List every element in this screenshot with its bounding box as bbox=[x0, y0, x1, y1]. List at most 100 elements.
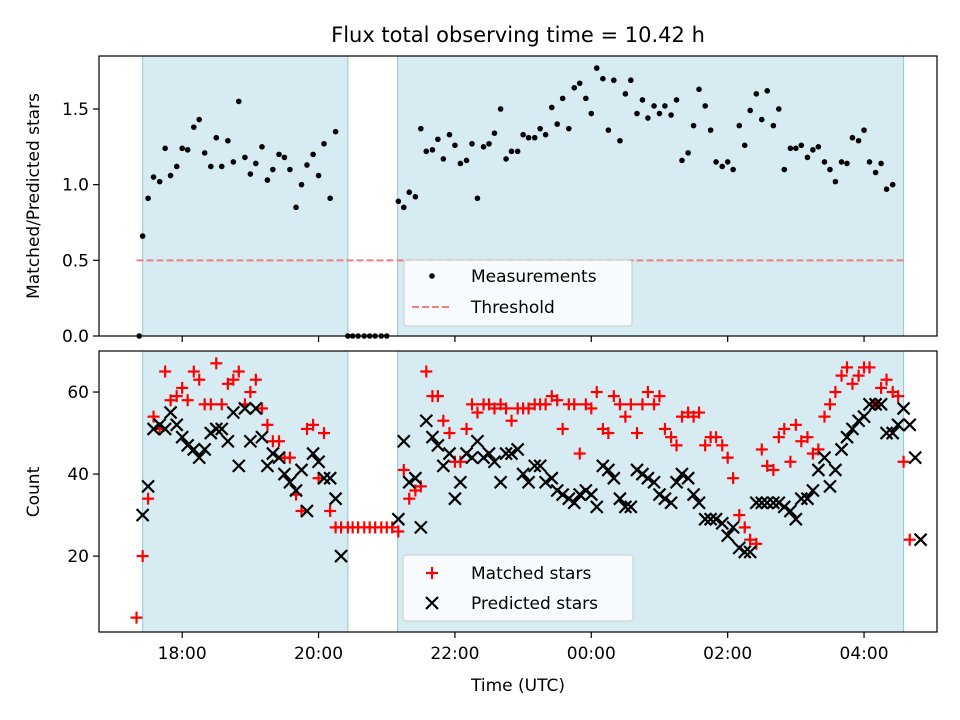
predicted-stars-point bbox=[482, 446, 496, 461]
matched-stars-point bbox=[318, 427, 331, 440]
measurement-point bbox=[889, 181, 896, 188]
y-tick-label: 0.5 bbox=[62, 251, 89, 271]
measurement-point bbox=[213, 134, 220, 141]
matched-stars-point bbox=[607, 390, 620, 403]
measurement-point bbox=[645, 115, 651, 121]
predicted-stars-point bbox=[521, 475, 536, 490]
predicted-stars-point bbox=[238, 401, 252, 416]
measurement-point bbox=[861, 127, 867, 133]
measurement-point bbox=[559, 95, 566, 102]
predicted-stars-point bbox=[686, 487, 701, 502]
predicted-stars-point bbox=[817, 450, 832, 465]
matched-stars-point bbox=[437, 414, 450, 427]
legend-measurements-label: Measurements bbox=[471, 267, 597, 287]
predicted-stars-point bbox=[187, 442, 201, 457]
measurement-point bbox=[208, 163, 214, 170]
predicted-stars-point bbox=[862, 397, 877, 412]
measurement-point bbox=[651, 103, 657, 109]
measurement-point bbox=[736, 122, 743, 129]
chart-title: Flux total observing time = 10.42 h bbox=[331, 23, 705, 47]
measurement-point bbox=[145, 195, 151, 202]
measurement-point bbox=[162, 145, 168, 152]
measurement-point bbox=[685, 150, 691, 156]
measurement-point bbox=[247, 171, 254, 177]
matched-stars-point bbox=[789, 418, 802, 431]
measurement-point bbox=[491, 130, 498, 136]
measurement-point bbox=[531, 134, 538, 141]
matched-stars-point bbox=[307, 418, 320, 431]
predicted-stars-point bbox=[300, 504, 314, 518]
predicted-stars-point bbox=[317, 471, 331, 485]
matched-stars-point bbox=[397, 463, 410, 476]
measurement-point bbox=[242, 154, 248, 161]
matched-stars-point bbox=[573, 447, 586, 460]
measurement-point bbox=[230, 159, 237, 165]
matched-stars-point bbox=[624, 398, 637, 411]
matched-stars-point bbox=[244, 386, 257, 399]
measurement-point bbox=[798, 142, 805, 149]
measurement-point bbox=[668, 112, 674, 118]
predicted-stars-point bbox=[510, 442, 525, 457]
measurement-points bbox=[136, 65, 896, 339]
measurement-point bbox=[707, 127, 714, 133]
matched-stars-point bbox=[761, 459, 774, 472]
measurement-point bbox=[395, 198, 402, 205]
predicted-stars-point bbox=[584, 487, 599, 502]
matched-stars-point bbox=[386, 521, 399, 534]
matched-stars-point bbox=[846, 377, 859, 390]
measurement-point bbox=[679, 157, 685, 164]
predicted-stars-point bbox=[698, 512, 712, 526]
measurement-point bbox=[781, 166, 788, 173]
measurement-point bbox=[866, 159, 873, 165]
matched-stars-point bbox=[142, 492, 155, 505]
matched-stars-point bbox=[176, 381, 189, 394]
measurement-point bbox=[827, 166, 833, 173]
measurement-point bbox=[276, 151, 282, 158]
predicted-stars-point bbox=[601, 463, 616, 477]
matched-stars-point bbox=[636, 398, 649, 411]
matched-stars-point bbox=[835, 369, 848, 382]
matched-stars-point bbox=[693, 406, 706, 419]
measurement-point bbox=[605, 127, 612, 133]
matched-stars-point bbox=[829, 386, 842, 399]
matched-stars-point bbox=[784, 455, 797, 468]
matched-stars-point bbox=[215, 398, 228, 411]
matched-stars-point bbox=[273, 435, 286, 448]
matched-stars-point bbox=[500, 402, 513, 415]
measurement-point bbox=[486, 140, 492, 147]
predicted-stars-point bbox=[533, 459, 547, 473]
top-plot-frame bbox=[98, 55, 938, 337]
measurement-point bbox=[622, 91, 629, 97]
measurement-point bbox=[565, 125, 572, 132]
measurement-point bbox=[418, 125, 424, 132]
predicted-stars-point bbox=[692, 496, 706, 510]
predicted-stars-point bbox=[499, 446, 513, 461]
x-tick-label: 04:00 bbox=[840, 644, 889, 664]
predicted-stars-point bbox=[715, 516, 729, 531]
measurement-point bbox=[741, 142, 748, 149]
predicted-stars-point bbox=[448, 491, 462, 506]
measurement-point bbox=[617, 137, 623, 144]
measurement-point bbox=[542, 131, 549, 138]
matched-stars-point bbox=[823, 398, 836, 411]
predicted-stars-point bbox=[516, 467, 530, 481]
predicted-stars-point bbox=[840, 430, 854, 444]
predicted-stars-point bbox=[675, 467, 689, 481]
predicted-stars-point bbox=[754, 496, 769, 510]
matched-stars-point bbox=[875, 381, 888, 394]
predicted-stars-point bbox=[453, 475, 468, 490]
measurement-point bbox=[787, 145, 794, 152]
matched-stars-point bbox=[181, 394, 194, 407]
matched-stars-point bbox=[249, 373, 262, 386]
top-legend: Measurements Threshold bbox=[403, 259, 633, 327]
predicted-stars-point bbox=[868, 397, 883, 412]
x-tick-label: 00:00 bbox=[567, 644, 616, 664]
legend-threshold-label: Threshold bbox=[470, 298, 555, 318]
legend-predicted-marker bbox=[425, 596, 439, 610]
matched-stars-point bbox=[892, 390, 905, 403]
measurement-point bbox=[150, 174, 157, 180]
measurement-point bbox=[406, 189, 413, 196]
measurement-point bbox=[304, 162, 310, 168]
predicted-stars-point bbox=[436, 459, 451, 473]
matched-stars-point bbox=[801, 431, 814, 444]
